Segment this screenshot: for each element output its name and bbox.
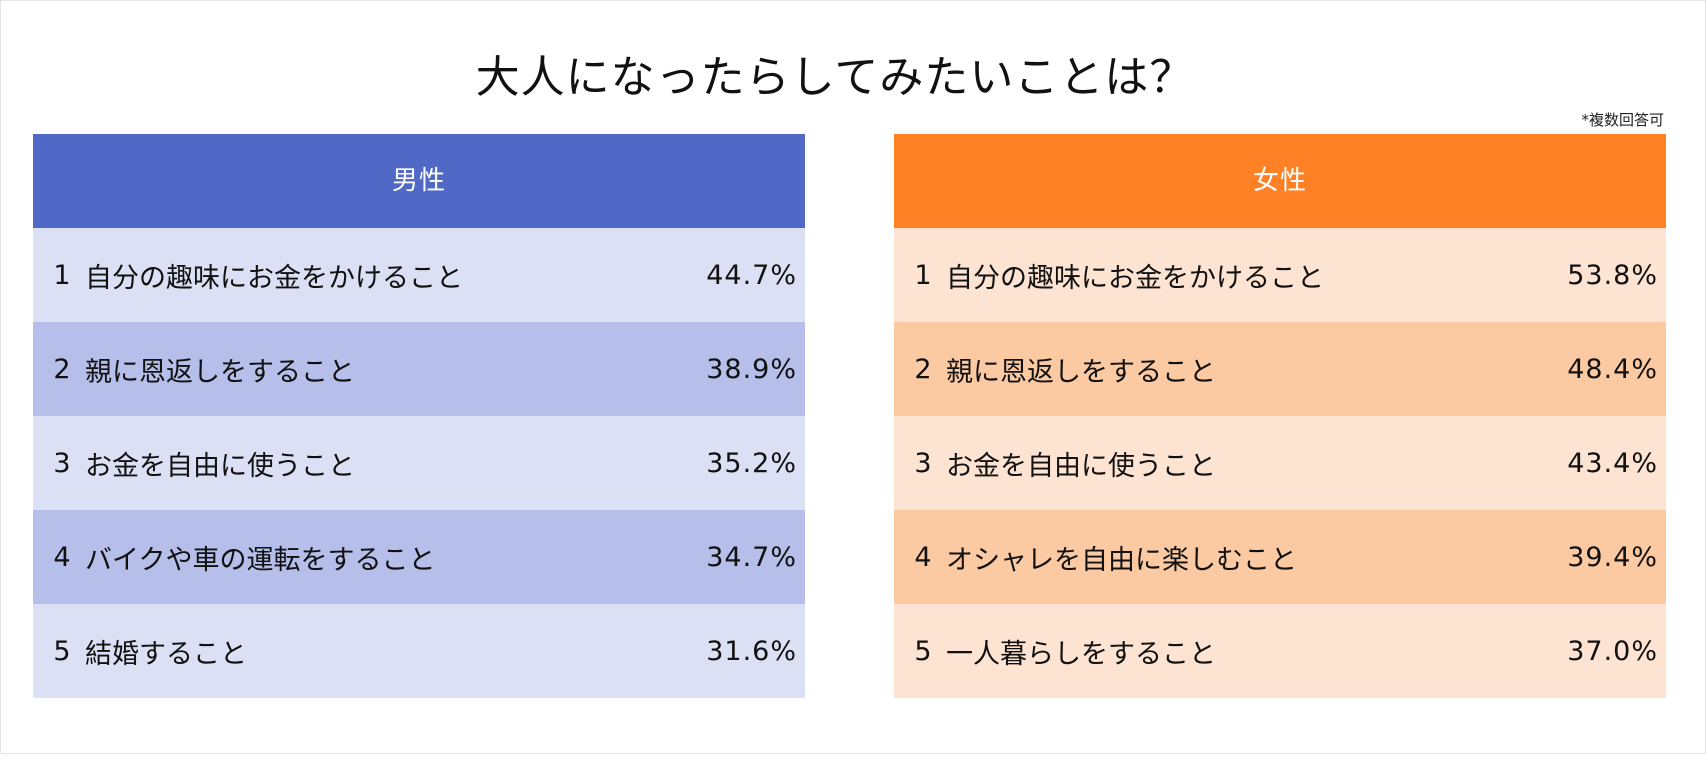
page-frame xyxy=(0,0,1706,754)
table-row: 1 自分の趣味にお金をかけること 53.8% xyxy=(894,228,1666,322)
multiple-answer-note: *複数回答可 xyxy=(1581,111,1664,129)
percent-value: 37.0% xyxy=(1567,635,1658,667)
answer-label: 自分の趣味にお金をかけること xyxy=(85,262,463,294)
table-row: 2 親に恩返しをすること 48.4% xyxy=(894,322,1666,416)
answer-label: お金を自由に使うこと xyxy=(85,450,355,482)
percent-value: 44.7% xyxy=(706,259,797,291)
male-ranking-table: 男性 1 自分の趣味にお金をかけること 44.7% 2 親に恩返しをすること 3… xyxy=(33,134,805,698)
rank-number: 1 xyxy=(914,259,932,291)
table-row: 4 オシャレを自由に楽しむこと 39.4% xyxy=(894,510,1666,604)
answer-label: オシャレを自由に楽しむこと xyxy=(946,544,1297,576)
answer-label: 自分の趣味にお金をかけること xyxy=(946,262,1324,294)
percent-value: 43.4% xyxy=(1567,447,1658,479)
table-row: 2 親に恩返しをすること 38.9% xyxy=(33,322,805,416)
female-ranking-table: 女性 1 自分の趣味にお金をかけること 53.8% 2 親に恩返しをすること 4… xyxy=(894,134,1666,698)
rank-number: 2 xyxy=(53,353,71,385)
percent-value: 34.7% xyxy=(706,541,797,573)
percent-value: 39.4% xyxy=(1567,541,1658,573)
answer-label: 結婚すること xyxy=(85,638,247,670)
percent-value: 48.4% xyxy=(1567,353,1658,385)
rank-number: 1 xyxy=(53,259,71,291)
table-row: 3 お金を自由に使うこと 35.2% xyxy=(33,416,805,510)
female-table-header: 女性 xyxy=(894,134,1666,228)
rank-number: 5 xyxy=(53,635,71,667)
rank-number: 4 xyxy=(53,541,71,573)
rank-number: 4 xyxy=(914,541,932,573)
answer-label: 一人暮らしをすること xyxy=(946,638,1216,670)
male-table-header: 男性 xyxy=(33,134,805,228)
table-row: 4 バイクや車の運転をすること 34.7% xyxy=(33,510,805,604)
percent-value: 38.9% xyxy=(706,353,797,385)
percent-value: 35.2% xyxy=(706,447,797,479)
rank-number: 2 xyxy=(914,353,932,385)
answer-label: 親に恩返しをすること xyxy=(946,356,1216,388)
answer-label: 親に恩返しをすること xyxy=(85,356,355,388)
rank-number: 3 xyxy=(914,447,932,479)
rank-number: 5 xyxy=(914,635,932,667)
table-row: 1 自分の趣味にお金をかけること 44.7% xyxy=(33,228,805,322)
rank-number: 3 xyxy=(53,447,71,479)
percent-value: 31.6% xyxy=(706,635,797,667)
table-row: 3 お金を自由に使うこと 43.4% xyxy=(894,416,1666,510)
table-row: 5 結婚すること 31.6% xyxy=(33,604,805,698)
percent-value: 53.8% xyxy=(1567,259,1658,291)
answer-label: お金を自由に使うこと xyxy=(946,450,1216,482)
chart-title: 大人になったらしてみたいことは？ xyxy=(475,52,1195,103)
answer-label: バイクや車の運転をすること xyxy=(85,544,436,576)
table-row: 5 一人暮らしをすること 37.0% xyxy=(894,604,1666,698)
